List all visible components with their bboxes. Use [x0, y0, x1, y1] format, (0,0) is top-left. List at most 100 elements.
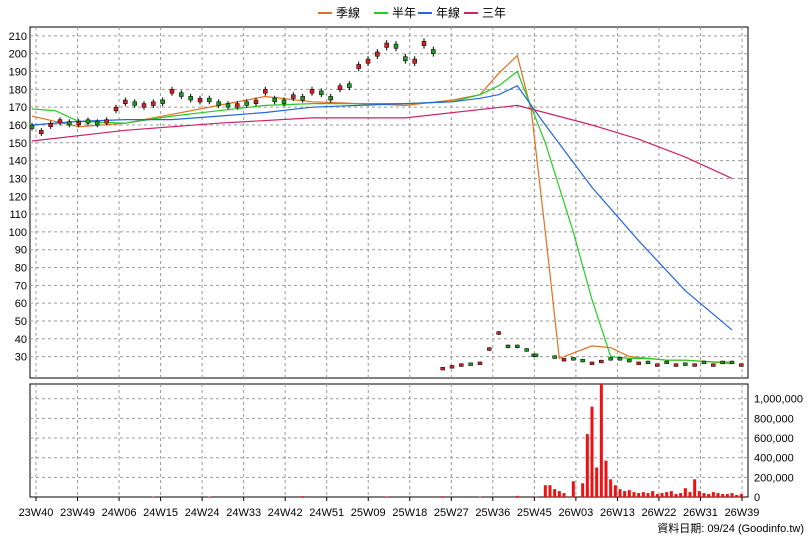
price-tick-label: 210 — [9, 31, 27, 43]
candle-body — [515, 344, 520, 348]
volume-bar — [697, 491, 701, 497]
candle-body — [711, 363, 716, 367]
candle-body — [179, 92, 184, 97]
volume-bar — [735, 495, 739, 497]
candle-body — [477, 361, 483, 365]
price-tick-label: 90 — [15, 245, 27, 257]
candle-body — [309, 89, 315, 94]
x-tick-label: 26W31 — [683, 507, 718, 519]
ma-line-年線 — [31, 85, 733, 331]
price-tick-label: 150 — [9, 138, 27, 150]
volume-bar — [660, 493, 664, 497]
volume-bar — [613, 485, 617, 497]
candle-body — [225, 103, 231, 108]
candle-body — [599, 359, 604, 364]
x-tick-label: 26W03 — [558, 507, 593, 519]
volume-bar — [441, 496, 445, 497]
candle-body — [692, 363, 697, 367]
price-tick-label: 180 — [9, 84, 27, 96]
price-tick-label: 160 — [9, 120, 27, 132]
x-tick-label: 23W40 — [19, 507, 54, 519]
volume-bar — [721, 494, 725, 497]
volume-bar — [646, 493, 650, 497]
volume-bar — [207, 496, 211, 498]
volume-bar — [651, 491, 655, 497]
volume-bar — [665, 492, 669, 497]
volume-bar — [707, 494, 711, 497]
candle-body — [412, 58, 417, 64]
candle-body — [29, 124, 35, 129]
volume-bar — [702, 493, 706, 497]
candle-body — [589, 361, 595, 365]
volume-bar — [674, 494, 678, 497]
volume-bar — [585, 434, 589, 497]
candle-body — [347, 83, 352, 88]
volume-bar — [669, 491, 673, 497]
candle-body — [645, 360, 651, 364]
volume-bar — [725, 494, 729, 497]
volume-bar — [716, 493, 720, 497]
candle-body — [683, 362, 688, 366]
x-tick-label: 25W09 — [351, 507, 386, 519]
ma-line-三年 — [31, 104, 733, 179]
candle-body — [151, 101, 156, 106]
candle-body — [95, 121, 100, 126]
legend-item-year-line: 年線 — [418, 4, 460, 21]
volume-bar — [679, 493, 683, 497]
volume-bar — [623, 491, 627, 497]
x-tick-label: 24W33 — [226, 507, 261, 519]
volume-tick-label: 800,000 — [754, 413, 794, 425]
candle-body — [393, 43, 399, 49]
candle-body — [729, 360, 735, 364]
price-tick-label: 30 — [15, 352, 27, 364]
volume-bar — [548, 485, 552, 497]
volume-bar — [641, 492, 645, 497]
volume-tick-label: 1,000,000 — [754, 394, 803, 406]
x-tick-label: 24W06 — [102, 507, 137, 519]
candle-body — [356, 64, 361, 69]
volume-bar — [478, 496, 482, 498]
price-panel: 30 40 50 60 70 80 90 100 110 120 130 140 150 160 170 18… — [9, 26, 749, 379]
legend-label-year-line: 年線 — [436, 6, 461, 20]
price-tick-label: 200 — [9, 49, 27, 61]
x-axis: 23W40 23W49 24W06 24W15 24W24 24W33 24W42 24W51… — [19, 497, 760, 519]
legend-swatch-three-year-line — [464, 11, 478, 14]
volume-bar — [581, 483, 585, 497]
candle-body — [207, 97, 212, 103]
candle-body — [244, 101, 249, 106]
candle-body — [431, 49, 436, 54]
legend-swatch-quarter-line — [318, 11, 332, 14]
candle-body — [253, 99, 259, 105]
volume-bar — [627, 490, 631, 497]
candle-body — [113, 106, 119, 112]
candle-body — [459, 363, 464, 367]
volume-bar — [730, 493, 734, 497]
volume-bar — [711, 492, 715, 497]
volume-bar — [553, 489, 557, 497]
x-tick-label: 26W39 — [725, 507, 760, 519]
candle-body — [235, 103, 240, 108]
candle-body — [263, 89, 268, 94]
candle-body — [216, 101, 221, 106]
volume-bar — [693, 479, 697, 497]
x-tick-label: 25W18 — [392, 507, 427, 519]
volume-bar — [534, 496, 538, 498]
candle-body — [505, 344, 511, 348]
candle-body — [617, 357, 623, 361]
candle-body — [123, 99, 128, 105]
candle-body — [487, 347, 492, 351]
x-tick-label: 24W24 — [185, 507, 220, 519]
candle-body — [421, 41, 427, 46]
volume-tick-label: 400,000 — [754, 453, 794, 465]
x-tick-label: 25W45 — [517, 507, 552, 519]
candle-body — [375, 51, 380, 57]
volume-bar — [637, 493, 641, 497]
price-tick-label: 50 — [15, 316, 27, 328]
x-tick-label: 26W22 — [642, 507, 677, 519]
x-tick-label: 25W36 — [475, 507, 510, 519]
candle-body — [291, 94, 296, 99]
candle-body — [664, 360, 669, 364]
price-panel-frame — [29, 26, 749, 379]
price-tick-label: 170 — [9, 102, 27, 114]
